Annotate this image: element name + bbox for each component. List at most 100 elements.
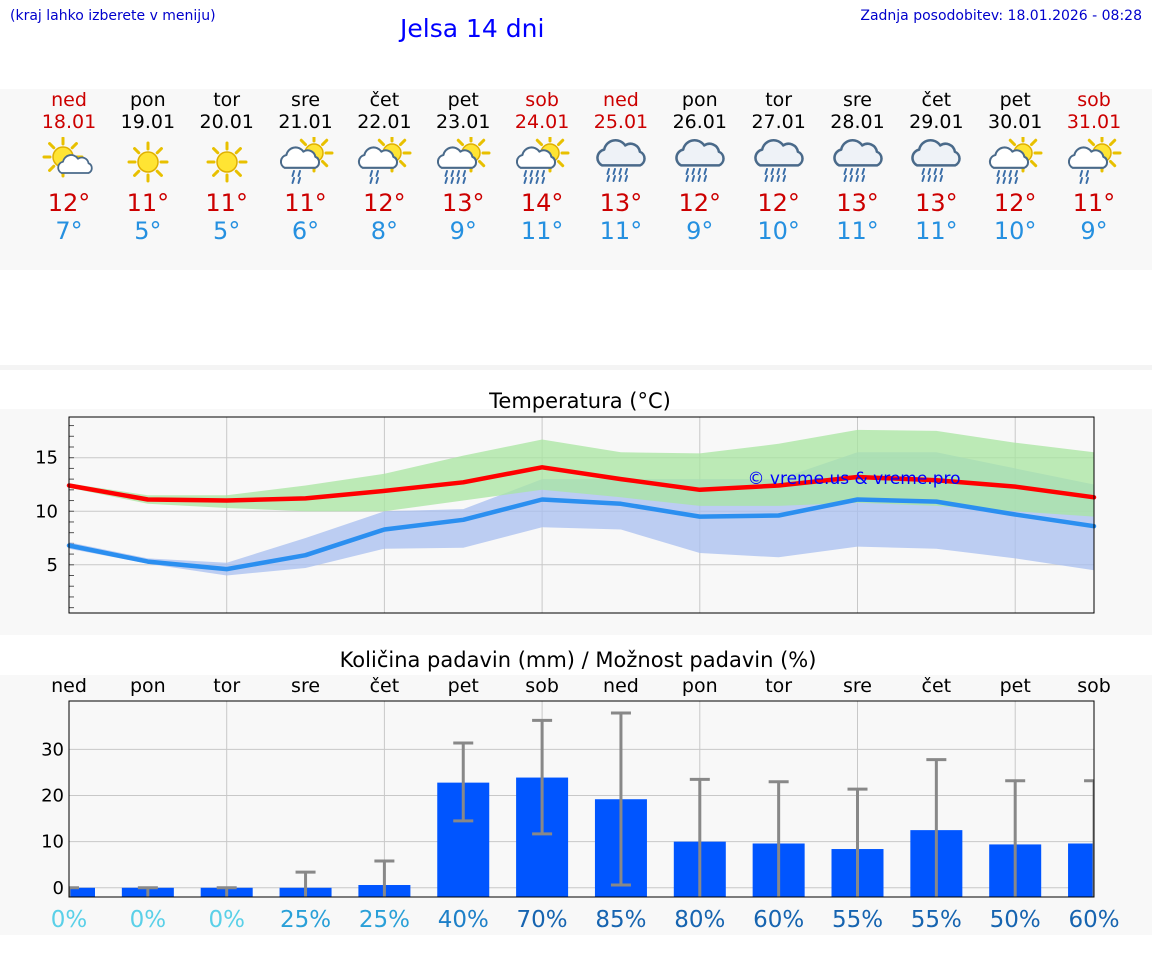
sun-cloud-rain-icon [437, 137, 491, 184]
day-column: pet 23.01 13° 9° [423, 89, 503, 245]
cloud-shape [753, 138, 804, 167]
day-name: tor [765, 89, 793, 111]
precip-day-label: čet [370, 675, 400, 697]
day-column: ned 25.01 13° 11° [581, 89, 661, 245]
rain-shape [369, 170, 380, 184]
precip-day-label: tor [765, 675, 792, 697]
cloud-shape [911, 138, 962, 167]
precip-ytick-label: 20 [41, 786, 64, 807]
sun-cloud-drizzle-icon [358, 137, 412, 184]
day-column: pon 19.01 11° 5° [108, 89, 188, 245]
temp-min: 6° [291, 217, 320, 245]
precip-day-label: ned [603, 675, 639, 697]
sun-icon [127, 141, 169, 183]
precip-day-label: sob [525, 675, 559, 697]
day-column: ned 18.01 12° 7° [29, 89, 109, 245]
temp-ytick-label: 5 [47, 555, 58, 576]
precip-probability: 0% [208, 907, 245, 933]
temp-max: 13° [915, 189, 958, 217]
sun-cloud-drizzle-icon [279, 137, 334, 184]
precip-chart-title: Količina padavin (mm) / Možnost padavin … [340, 648, 817, 672]
temp-max: 11° [284, 189, 327, 217]
precip-day-label: sre [291, 675, 320, 697]
day-name: pet [999, 89, 1031, 111]
day-column: tor 20.01 11° 5° [187, 89, 267, 245]
precip-day-label: čet [922, 675, 952, 697]
cloud-shape [832, 138, 883, 167]
temp-max: 13° [836, 189, 879, 217]
day-name: sre [843, 89, 872, 111]
precip-probability: 55% [911, 907, 962, 933]
temp-max: 11° [1072, 189, 1116, 217]
day-name: sob [1077, 89, 1111, 111]
day-column: čet 29.01 13° 11° [896, 89, 976, 245]
precip-probability: 50% [990, 907, 1041, 933]
rain-shape [764, 168, 786, 182]
precip-day-label: sob [1077, 675, 1111, 697]
cloud-rain-icon [911, 138, 962, 182]
sun-shape [206, 141, 248, 183]
precip-probability: 0% [130, 907, 167, 933]
temp-min: 8° [370, 217, 399, 245]
precip-probability: 55% [832, 907, 883, 933]
temp-max: 12° [993, 189, 1037, 217]
precip-probability: 70% [517, 907, 568, 933]
cloud-shape [358, 146, 399, 169]
temp-min: 11° [599, 217, 643, 245]
rain-shape [921, 168, 944, 182]
temp-min: 9° [686, 217, 714, 245]
rain-shape [685, 168, 707, 182]
day-name: sre [291, 89, 321, 111]
cloud-shape [437, 146, 478, 169]
day-date: 22.01 [357, 111, 412, 133]
temp-max: 11° [205, 189, 248, 217]
day-name: čet [921, 89, 952, 111]
temp-ytick-label: 10 [35, 501, 58, 522]
precip-plot-frame [68, 700, 1095, 898]
temp-min: 11° [836, 217, 879, 245]
cloud-shape [989, 146, 1030, 169]
precip-probability: 40% [438, 907, 489, 933]
rain-shape [523, 170, 546, 184]
day-column: pet 30.01 12° 10° [975, 89, 1055, 245]
sun-cloud-drizzle-icon [1068, 137, 1122, 184]
precip-bars [69, 711, 1094, 897]
temp-min: 10° [993, 217, 1037, 245]
precip-probability: 0% [51, 907, 88, 933]
divider [0, 365, 1152, 370]
day-name: pon [681, 89, 718, 111]
day-date: 19.01 [120, 111, 176, 133]
temp-max: 12° [47, 189, 91, 217]
menu-hint: (kraj lahko izberete v meniju) [10, 8, 216, 24]
day-column: pon 26.01 12° 9° [660, 89, 740, 245]
cloud-shape [596, 138, 646, 167]
precip-day-label: pet [448, 675, 479, 697]
day-date: 30.01 [987, 111, 1043, 133]
page-title: Jelsa 14 dni [400, 14, 545, 43]
sun-icon [206, 141, 248, 183]
temp-min: 10° [757, 217, 800, 245]
day-column: sre 28.01 13° 11° [818, 89, 898, 245]
precip-ytick-label: 30 [41, 739, 64, 760]
precip-probability: 60% [1068, 907, 1119, 933]
precip-probability: 60% [753, 907, 804, 933]
day-name: tor [213, 89, 241, 111]
sun-cloud-rain-icon [989, 137, 1043, 184]
sun-cloud-rain-icon [516, 137, 570, 184]
temp-min: 5° [213, 217, 241, 245]
min-temp-line [66, 497, 1097, 572]
precip-probability: 80% [674, 907, 725, 933]
forecast-strip: ned 18.01 12° 7° pon 19.01 11° 5° tor 20.01 11° 5° s… [0, 89, 1152, 270]
day-name: ned [603, 89, 639, 111]
day-name: čet [369, 89, 400, 111]
temp-min: 11° [520, 217, 564, 245]
cloud-shape [675, 138, 725, 167]
temp-ytick-label: 15 [35, 448, 58, 469]
temp-max: 13° [599, 189, 643, 217]
day-column: tor 27.01 12° 10° [739, 89, 819, 245]
rain-shape [1079, 170, 1090, 184]
day-column: čet 22.01 12° 8° [344, 89, 424, 245]
precip-probability: 25% [359, 907, 410, 933]
precip-probability: 25% [280, 907, 331, 933]
